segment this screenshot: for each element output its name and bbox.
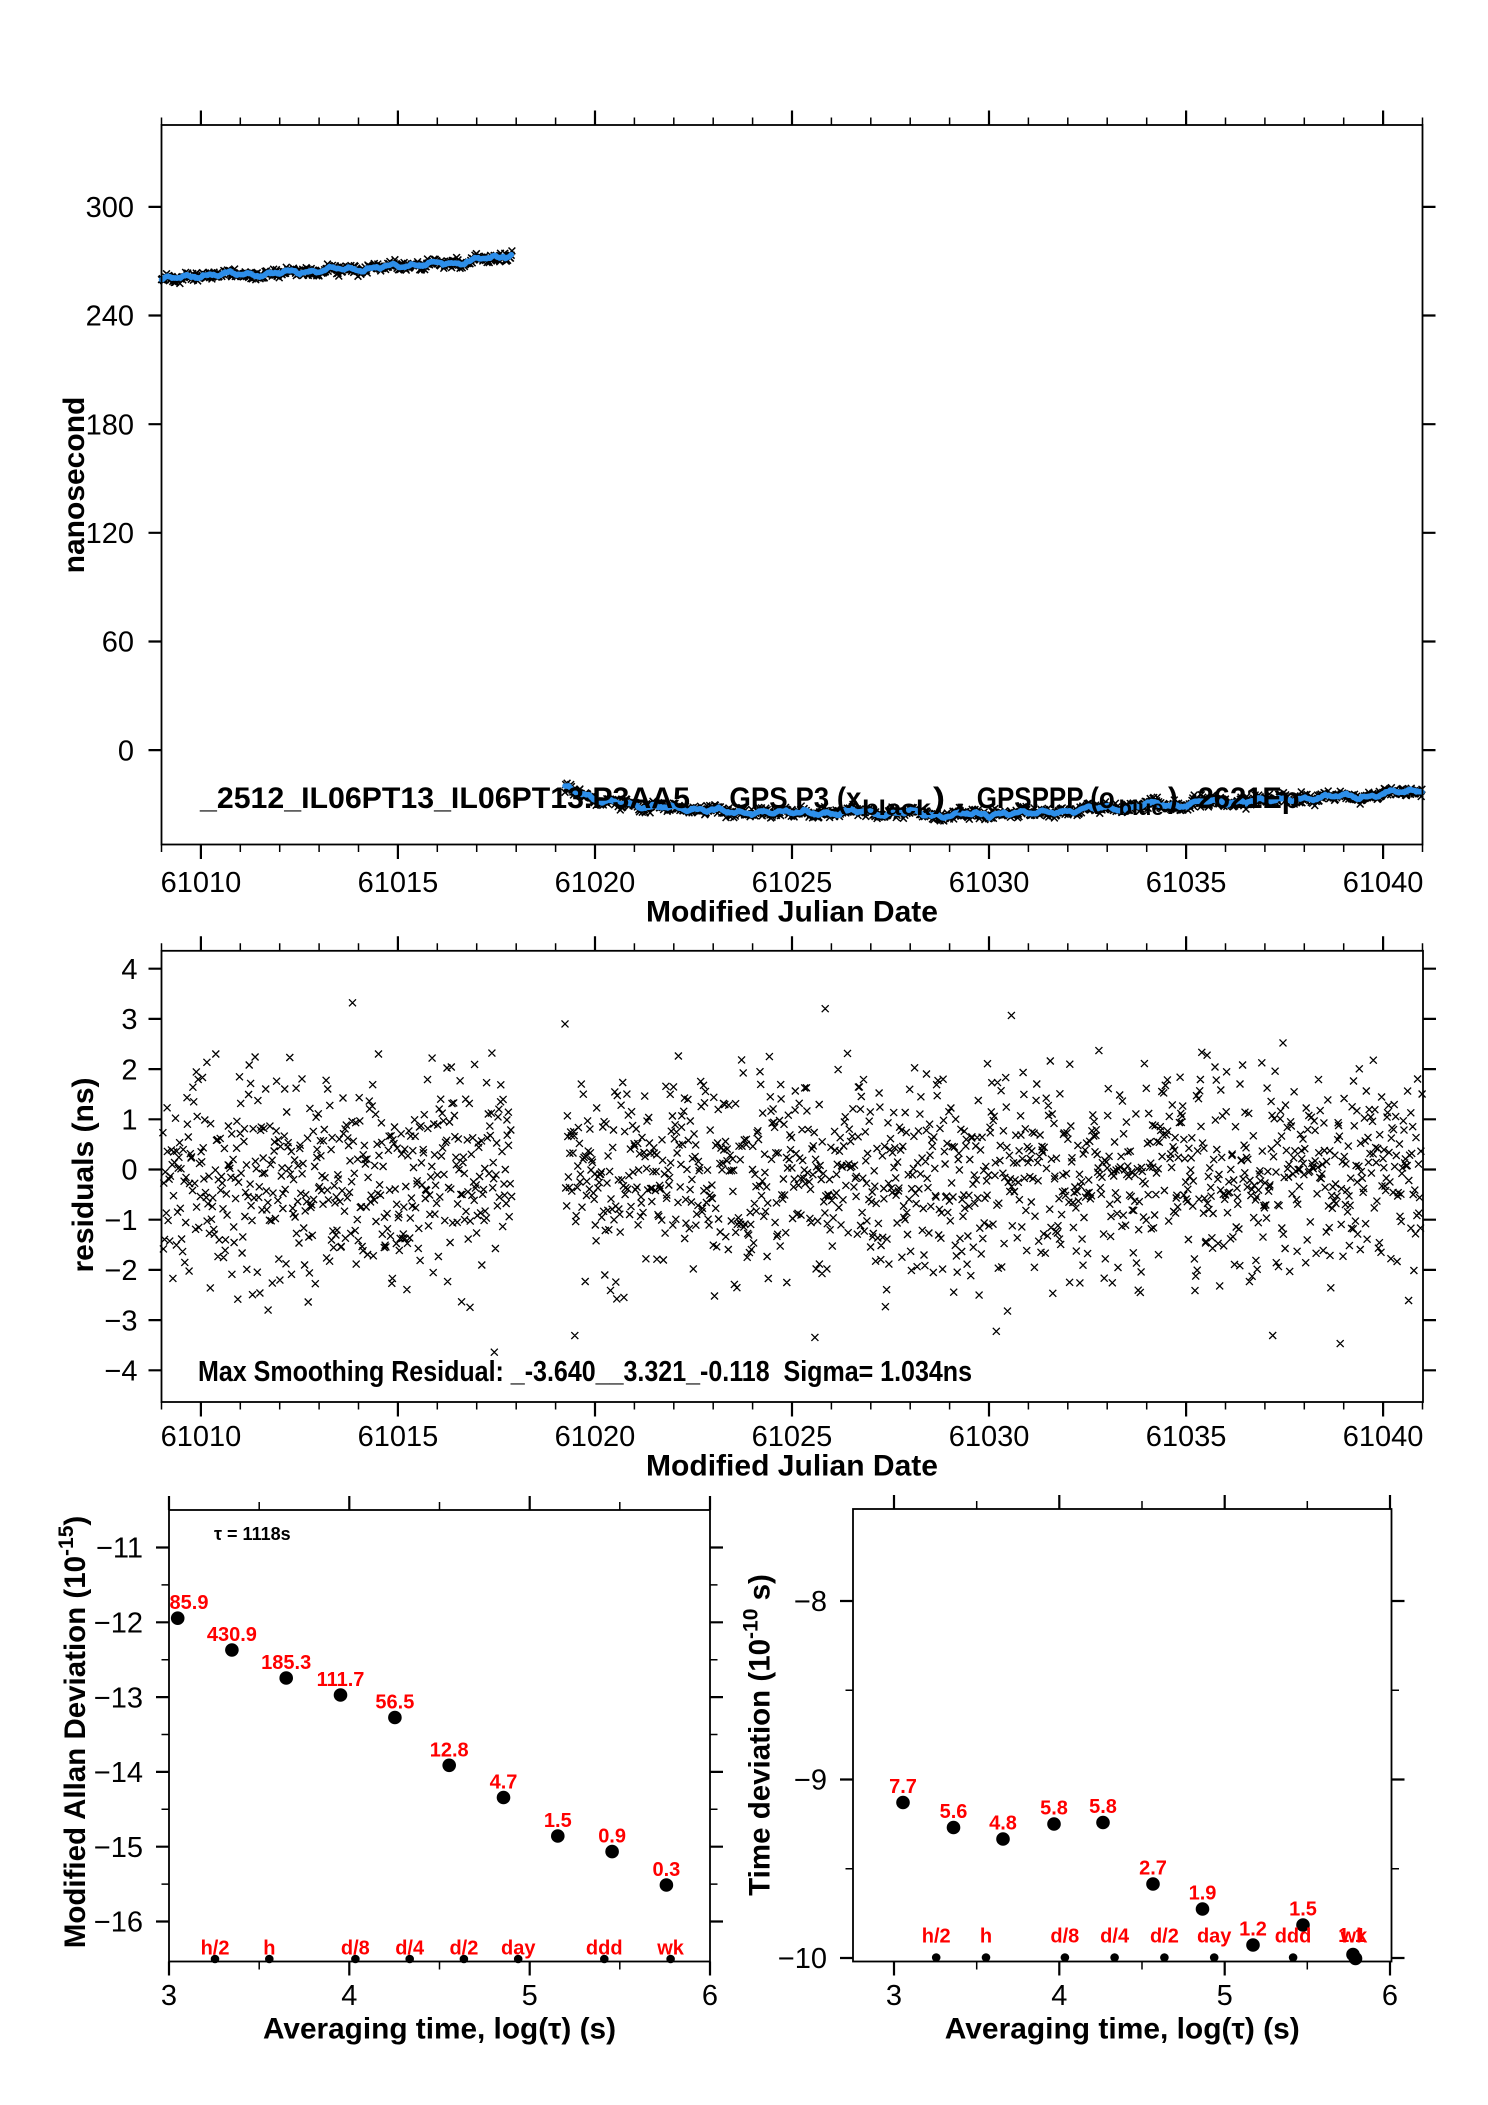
svg-text:61015: 61015 [358, 867, 439, 899]
svg-text:Modified Allan Deviation (10-1: Modified Allan Deviation (10-15) [55, 1516, 92, 1948]
svg-text:Averaging time, log(τ) (s): Averaging time, log(τ) (s) [945, 2013, 1300, 2046]
svg-text:1.5: 1.5 [1289, 1899, 1317, 1921]
svg-text:5.6: 5.6 [940, 1801, 968, 1823]
svg-text:h/2: h/2 [201, 1938, 230, 1960]
svg-text:−8: −8 [794, 1586, 827, 1618]
svg-text:wk: wk [656, 1938, 685, 1960]
svg-text:240: 240 [86, 301, 134, 333]
svg-text:h: h [263, 1938, 275, 1960]
svg-text:h/2: h/2 [922, 1926, 951, 1948]
svg-text:Max Smoothing Residual: _-3.64: Max Smoothing Residual: _-3.640__3.321_-… [198, 1356, 972, 1388]
svg-text:0: 0 [118, 735, 134, 767]
svg-text:5: 5 [1217, 1980, 1233, 2012]
svg-text:−9: −9 [794, 1765, 827, 1797]
svg-text:61040: 61040 [1343, 867, 1424, 899]
svg-text:5: 5 [522, 1980, 538, 2012]
svg-text:61010: 61010 [161, 867, 242, 899]
svg-text:3: 3 [886, 1980, 902, 2012]
svg-text:61025: 61025 [752, 867, 833, 899]
svg-text:−2: −2 [104, 1255, 137, 1287]
svg-text:1.2: 1.2 [1239, 1919, 1267, 1941]
svg-text:12.8: 12.8 [430, 1739, 469, 1761]
svg-text:2.7: 2.7 [1139, 1858, 1167, 1880]
svg-text:300: 300 [86, 192, 134, 224]
svg-text:7.7: 7.7 [889, 1776, 917, 1798]
svg-text:−13: −13 [94, 1682, 143, 1714]
svg-text:−14: −14 [94, 1757, 143, 1789]
svg-text:4.8: 4.8 [989, 1813, 1017, 1835]
svg-text:61035: 61035 [1146, 1421, 1227, 1453]
svg-text:3: 3 [121, 1004, 137, 1036]
svg-text:−15: −15 [94, 1832, 143, 1864]
svg-text:−3: −3 [104, 1305, 137, 1337]
svg-text:61020: 61020 [555, 867, 636, 899]
svg-text:180: 180 [86, 409, 134, 441]
svg-text:4: 4 [121, 954, 137, 986]
svg-text:4: 4 [1051, 1980, 1067, 2012]
svg-text:61010: 61010 [161, 1421, 242, 1453]
svg-text:residuals (ns): residuals (ns) [67, 1077, 100, 1272]
svg-text:60: 60 [102, 627, 134, 659]
svg-text:4.7: 4.7 [490, 1772, 518, 1794]
svg-text:d/4: d/4 [1100, 1926, 1130, 1948]
svg-text:d/4: d/4 [395, 1938, 425, 1960]
svg-text:−10: −10 [778, 1943, 827, 1975]
svg-text:nanosecond: nanosecond [58, 397, 91, 574]
svg-text:−1: −1 [104, 1205, 137, 1237]
svg-text:0: 0 [121, 1155, 137, 1187]
svg-text:h: h [980, 1926, 992, 1948]
svg-text:6: 6 [1382, 1980, 1398, 2012]
svg-text:2: 2 [121, 1054, 137, 1086]
svg-text:d/8: d/8 [1050, 1926, 1079, 1948]
svg-text:ddd: ddd [586, 1938, 623, 1960]
svg-text:τ = 1118s: τ = 1118s [214, 1524, 291, 1544]
svg-text:61020: 61020 [555, 1421, 636, 1453]
svg-text:5.8: 5.8 [1089, 1796, 1117, 1818]
svg-text:1: 1 [121, 1105, 137, 1137]
svg-text:61025: 61025 [752, 1421, 833, 1453]
svg-text:day: day [501, 1938, 536, 1960]
svg-text:5.8: 5.8 [1040, 1798, 1068, 1820]
svg-text:3: 3 [161, 1980, 177, 2012]
svg-text:day: day [1197, 1926, 1232, 1948]
svg-text:185.3: 185.3 [261, 1652, 311, 1674]
svg-text:56.5: 56.5 [375, 1692, 414, 1714]
svg-text:1.1: 1.1 [1338, 1925, 1366, 1947]
svg-text:61015: 61015 [358, 1421, 439, 1453]
svg-text:Modified Julian Date: Modified Julian Date [646, 896, 938, 929]
svg-text:−4: −4 [104, 1356, 137, 1388]
svg-text:Time deviation (10-10 s): Time deviation (10-10 s) [740, 1574, 777, 1896]
svg-text:4: 4 [341, 1980, 357, 2012]
svg-text:61030: 61030 [949, 867, 1030, 899]
svg-text:−16: −16 [94, 1907, 143, 1939]
svg-text:ddd: ddd [1275, 1926, 1312, 1948]
svg-text:1.5: 1.5 [544, 1810, 572, 1832]
svg-text:Modified Julian Date: Modified Julian Date [646, 1450, 938, 1483]
svg-text:−12: −12 [94, 1608, 143, 1640]
svg-text:61035: 61035 [1146, 867, 1227, 899]
svg-text:6: 6 [702, 1980, 718, 2012]
svg-text:d/2: d/2 [449, 1938, 478, 1960]
svg-text:0.9: 0.9 [598, 1826, 626, 1848]
svg-text:430.9: 430.9 [207, 1624, 257, 1646]
svg-text:120: 120 [86, 518, 134, 550]
svg-text:wk: wk [1340, 1926, 1369, 1948]
svg-text:Averaging time, log(τ) (s): Averaging time, log(τ) (s) [263, 2013, 616, 2046]
svg-text:−11: −11 [96, 1533, 143, 1565]
svg-text:1.9: 1.9 [1189, 1883, 1217, 1905]
svg-text:111.7: 111.7 [317, 1669, 365, 1691]
svg-text:0.3: 0.3 [652, 1859, 680, 1881]
svg-text:d/2: d/2 [1150, 1926, 1179, 1948]
svg-text:61040: 61040 [1343, 1421, 1424, 1453]
svg-text:d/8: d/8 [341, 1938, 370, 1960]
svg-text:85.9: 85.9 [170, 1592, 209, 1614]
svg-text:61030: 61030 [949, 1421, 1030, 1453]
